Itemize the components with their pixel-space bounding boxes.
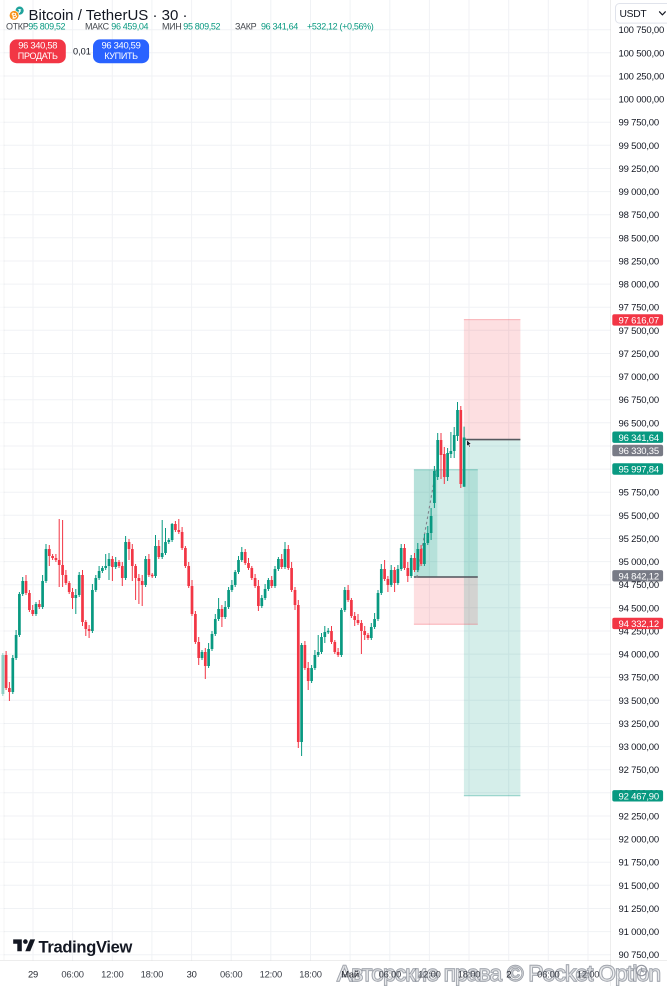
svg-text:98 750,00: 98 750,00: [619, 210, 659, 221]
svg-text:96 750,00: 96 750,00: [619, 395, 659, 406]
svg-text:Май: Май: [341, 969, 359, 980]
svg-text:18:00: 18:00: [141, 969, 163, 980]
svg-text:+532,12 (+0,56%): +532,12 (+0,56%): [307, 21, 374, 31]
svg-text:96 340,58: 96 340,58: [18, 40, 57, 51]
svg-text:97 616,07: 97 616,07: [619, 316, 659, 327]
svg-text:95 809,52: 95 809,52: [28, 21, 65, 31]
svg-text:96 459,04: 96 459,04: [111, 21, 148, 31]
svg-text:12:00: 12:00: [418, 969, 440, 980]
svg-text:12:00: 12:00: [577, 969, 599, 980]
svg-text:2: 2: [506, 969, 511, 980]
svg-text:100 250,00: 100 250,00: [619, 72, 665, 83]
svg-text:93 500,00: 93 500,00: [619, 696, 659, 707]
svg-text:94 332,12: 94 332,12: [619, 619, 659, 630]
svg-text:₮: ₮: [18, 9, 22, 15]
svg-text:95 750,00: 95 750,00: [619, 488, 659, 499]
svg-text:98 500,00: 98 500,00: [619, 233, 659, 244]
svg-text:МИН: МИН: [162, 21, 181, 31]
svg-text:91 750,00: 91 750,00: [619, 858, 659, 869]
svg-text:96 340,59: 96 340,59: [101, 40, 140, 51]
svg-text:92 250,00: 92 250,00: [619, 812, 659, 823]
svg-text:КУПИТЬ: КУПИТЬ: [104, 51, 138, 61]
svg-text:92 467,90: 92 467,90: [619, 791, 659, 802]
svg-text:95 997,84: 95 997,84: [619, 465, 659, 476]
svg-text:91 000,00: 91 000,00: [619, 927, 659, 938]
svg-text:Авторские права © Pocket Optio: Авторские права © Pocket Option: [337, 961, 661, 986]
svg-text:12:00: 12:00: [101, 969, 123, 980]
svg-text:06:00: 06:00: [61, 969, 83, 980]
svg-text:93 000,00: 93 000,00: [619, 742, 659, 753]
svg-text:Bitcoin / TetherUS · 30 ·: Bitcoin / TetherUS · 30 ·: [29, 7, 188, 24]
svg-text:95 500,00: 95 500,00: [619, 511, 659, 522]
svg-text:98 250,00: 98 250,00: [619, 257, 659, 268]
svg-text:95 809,52: 95 809,52: [183, 21, 220, 31]
svg-text:100 750,00: 100 750,00: [619, 25, 665, 36]
svg-text:92 000,00: 92 000,00: [619, 835, 659, 846]
svg-text:99 750,00: 99 750,00: [619, 118, 659, 129]
svg-text:12:00: 12:00: [260, 969, 282, 980]
svg-text:МАКС: МАКС: [85, 21, 110, 31]
svg-text:91 250,00: 91 250,00: [619, 904, 659, 915]
svg-text:97 500,00: 97 500,00: [619, 326, 659, 337]
svg-text:100 500,00: 100 500,00: [619, 48, 665, 59]
svg-text:93 750,00: 93 750,00: [619, 673, 659, 684]
svg-text:99 250,00: 99 250,00: [619, 164, 659, 175]
svg-text:ЗАКР: ЗАКР: [235, 21, 257, 31]
svg-text:96 330,35: 96 330,35: [619, 446, 659, 457]
svg-text:95 250,00: 95 250,00: [619, 534, 659, 545]
svg-text:94 500,00: 94 500,00: [619, 603, 659, 614]
svg-text:0,01: 0,01: [73, 47, 91, 57]
svg-text:95 000,00: 95 000,00: [619, 557, 659, 568]
svg-text:97 000,00: 97 000,00: [619, 372, 659, 383]
svg-text:96 341,64: 96 341,64: [261, 21, 298, 31]
svg-text:92 750,00: 92 750,00: [619, 765, 659, 776]
svg-text:98 000,00: 98 000,00: [619, 280, 659, 291]
svg-text:18:00: 18:00: [458, 969, 480, 980]
svg-text:USDT: USDT: [620, 9, 648, 20]
svg-text:94 000,00: 94 000,00: [619, 650, 659, 661]
svg-text:90 750,00: 90 750,00: [619, 950, 659, 961]
svg-text:99 500,00: 99 500,00: [619, 141, 659, 152]
svg-text:30: 30: [187, 969, 197, 980]
svg-text:94 750,00: 94 750,00: [619, 580, 659, 591]
svg-text:100 000,00: 100 000,00: [619, 95, 665, 106]
svg-text:93 250,00: 93 250,00: [619, 719, 659, 730]
svg-text:18:00: 18:00: [299, 969, 321, 980]
svg-text:99 000,00: 99 000,00: [619, 187, 659, 198]
svg-text:06:00: 06:00: [379, 969, 401, 980]
svg-text:94 250,00: 94 250,00: [619, 627, 659, 638]
svg-text:ОТКР: ОТКР: [6, 21, 29, 31]
svg-text:97 250,00: 97 250,00: [619, 349, 659, 360]
svg-text:97 750,00: 97 750,00: [619, 303, 659, 314]
svg-text:91 500,00: 91 500,00: [619, 881, 659, 892]
svg-text:96 341,64: 96 341,64: [619, 433, 659, 444]
svg-text:₿: ₿: [11, 11, 19, 20]
svg-text:29: 29: [28, 969, 38, 980]
svg-text:06:00: 06:00: [220, 969, 242, 980]
svg-text:ПРОДАТЬ: ПРОДАТЬ: [18, 51, 58, 61]
svg-text:06:00: 06:00: [537, 969, 559, 980]
svg-text:96 500,00: 96 500,00: [619, 418, 659, 429]
svg-text:TradingView: TradingView: [39, 938, 133, 956]
svg-text:94 842,12: 94 842,12: [619, 571, 659, 582]
